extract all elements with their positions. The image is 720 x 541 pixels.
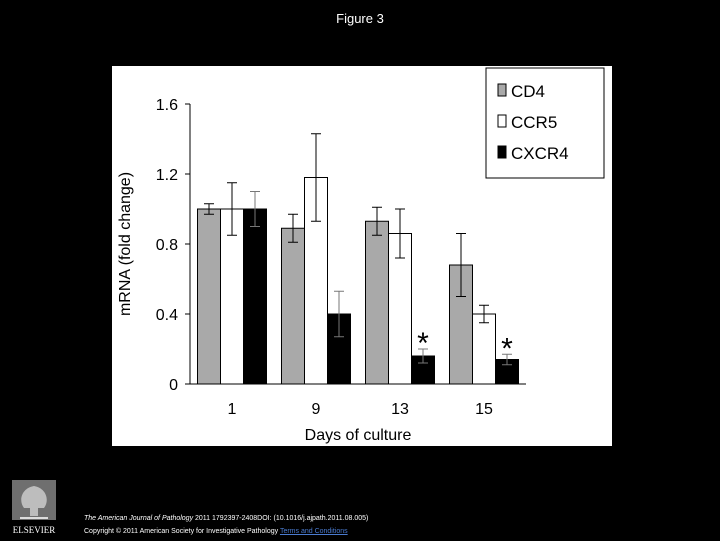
legend-label-cxcr4: CXCR4 <box>511 144 569 163</box>
y-tick-label: 1.2 <box>156 167 178 184</box>
bar-chart: 0 0.4 0.8 1.2 1.6 1 9 13 15 * * Days of culture mRNA… <box>117 67 605 444</box>
x-tick-label: 1 <box>228 401 237 418</box>
legend-label-cd4: CD4 <box>511 82 545 101</box>
bar-cd4-day-9 <box>281 227 305 385</box>
y-tick-label: 0.4 <box>156 307 178 324</box>
legend-swatch-cd4 <box>497 83 507 97</box>
significance-asterisk: * <box>417 327 429 360</box>
figure-title: Figure 3 <box>336 11 384 26</box>
bar-cxcr4-day-1 <box>243 208 267 385</box>
citation-line: The American Journal of Pathology 2011 1… <box>84 515 368 522</box>
copyright-line: Copyright © 2011 American Society for In… <box>84 528 348 535</box>
significance-asterisk: * <box>501 332 513 365</box>
legend-swatch-ccr5 <box>497 114 507 128</box>
bar-cd4-day-13 <box>365 220 389 385</box>
y-axis-label: mRNA (fold change) <box>117 172 134 316</box>
x-axis-label: Days of culture <box>305 427 412 444</box>
citation-doi: 2011 1792397-2408DOI: (10.1016/j.ajpath.… <box>193 515 369 522</box>
terms-link[interactable]: Terms and Conditions <box>279 528 348 535</box>
x-tick-label: 15 <box>475 401 493 418</box>
bar-cd4-day-1 <box>197 208 221 385</box>
bar-ccr5-day-15 <box>472 313 496 385</box>
elsevier-wordmark: ELSEVIER <box>13 525 56 535</box>
y-tick-label: 0 <box>169 377 178 394</box>
chart-panel: 0 0.4 0.8 1.2 1.6 1 9 13 15 * * Days of culture mRNA… <box>112 66 612 446</box>
legend-label-ccr5: CCR5 <box>511 113 557 132</box>
copyright-text: Copyright © 2011 American Society for In… <box>84 528 280 535</box>
y-tick-label: 1.6 <box>156 97 178 114</box>
x-tick-label: 9 <box>312 401 321 418</box>
elsevier-logo: ELSEVIER <box>6 478 62 536</box>
y-tick-label: 0.8 <box>156 237 178 254</box>
journal-name: The American Journal of Pathology <box>84 515 194 522</box>
legend-swatch-cxcr4 <box>497 145 507 159</box>
x-tick-label: 13 <box>391 401 409 418</box>
